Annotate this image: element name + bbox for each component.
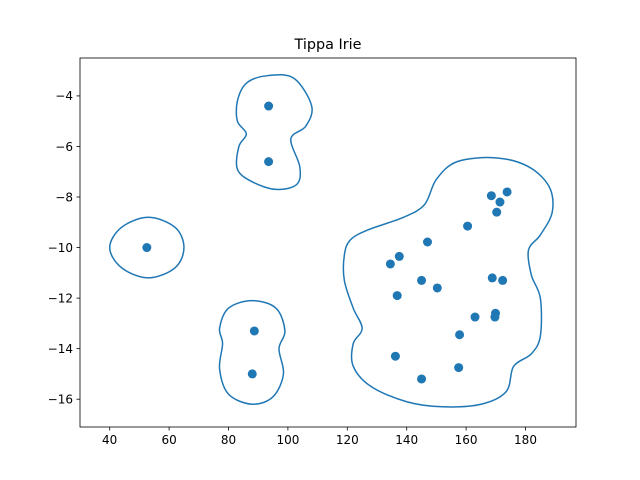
x-tick-label: 40 — [102, 433, 117, 447]
data-point-19 — [470, 312, 480, 322]
contour-line-1 — [235, 73, 313, 191]
data-point-23 — [390, 351, 400, 361]
y-tick-label: −16 — [48, 392, 73, 406]
data-point-16 — [392, 291, 402, 301]
data-point-3 — [142, 243, 152, 253]
data-point-6 — [486, 191, 496, 201]
data-point-8 — [495, 197, 505, 207]
data-point-18 — [498, 275, 508, 285]
data-point-22 — [455, 330, 465, 340]
data-point-17 — [487, 273, 497, 283]
contour-line-3 — [218, 299, 286, 406]
y-tick-label: −14 — [48, 342, 73, 356]
data-point-7 — [502, 187, 512, 197]
data-point-14 — [417, 275, 427, 285]
contour-line-4 — [342, 156, 554, 408]
data-point-4 — [249, 326, 259, 336]
x-tick-label: 120 — [336, 433, 359, 447]
data-point-12 — [385, 259, 395, 269]
data-point-1 — [264, 101, 274, 111]
data-point-11 — [422, 237, 432, 247]
data-points — [142, 101, 512, 384]
contour-layer — [108, 73, 554, 408]
data-point-10 — [463, 221, 473, 231]
x-tick-label: 80 — [221, 433, 236, 447]
data-point-25 — [417, 374, 427, 384]
x-tick-label: 180 — [514, 433, 537, 447]
y-tick-label: −12 — [48, 291, 73, 305]
chart-title: Tippa Irie — [293, 37, 361, 53]
x-tick-label: 140 — [395, 433, 418, 447]
y-tick-label: −8 — [55, 190, 73, 204]
data-point-13 — [394, 251, 404, 261]
plot-frame — [79, 57, 577, 428]
axes: 40 60 80 100 120 140 160 180 −4 −6 −8 −10 −12 −14 −16 — [48, 57, 577, 447]
x-tick-label: 60 — [161, 433, 176, 447]
x-tick-label: 160 — [455, 433, 478, 447]
y-tick-label: −10 — [48, 241, 73, 255]
y-tick-label: −4 — [55, 89, 73, 103]
y-tick-label: −6 — [55, 140, 73, 154]
data-point-21 — [490, 312, 500, 322]
x-tick-label: 100 — [276, 433, 299, 447]
data-point-15 — [432, 283, 442, 293]
data-point-9 — [492, 207, 502, 217]
data-point-2 — [264, 157, 274, 167]
contour-line-2 — [108, 216, 185, 279]
data-point-5 — [247, 369, 257, 379]
data-point-24 — [454, 363, 464, 373]
